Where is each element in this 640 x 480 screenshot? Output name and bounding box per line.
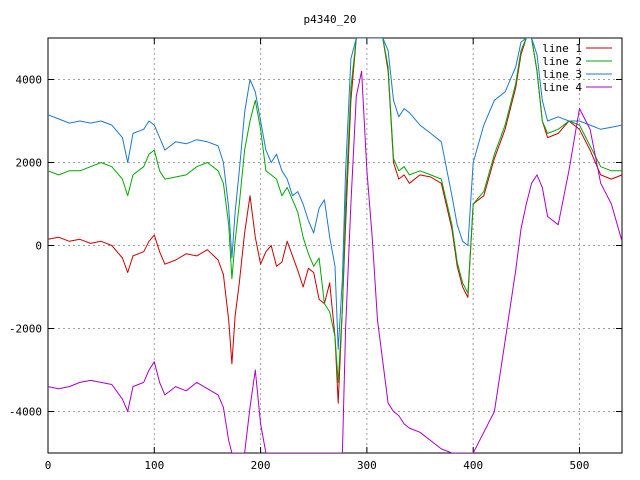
y-tick-label: -4000 bbox=[9, 406, 42, 419]
series-line-4 bbox=[48, 70, 622, 453]
x-tick-label: 100 bbox=[144, 459, 164, 472]
legend-label: line 3 bbox=[542, 68, 582, 81]
legend-label: line 2 bbox=[542, 55, 582, 68]
y-tick-label: 0 bbox=[35, 240, 42, 253]
x-tick-label: 200 bbox=[251, 459, 271, 472]
y-tick-label: -2000 bbox=[9, 323, 42, 336]
series-line-3 bbox=[48, 38, 622, 350]
y-tick-label: 2000 bbox=[16, 157, 43, 170]
x-tick-label: 300 bbox=[357, 459, 377, 472]
series-line-2 bbox=[48, 38, 622, 383]
x-tick-label: 0 bbox=[45, 459, 52, 472]
x-tick-label: 400 bbox=[463, 459, 483, 472]
y-tick-label: 4000 bbox=[16, 74, 43, 87]
x-tick-label: 500 bbox=[570, 459, 590, 472]
chart-title: p4340_20 bbox=[304, 13, 357, 26]
legend-label: line 1 bbox=[542, 42, 582, 55]
series-line-1 bbox=[48, 38, 622, 404]
grid bbox=[48, 38, 622, 453]
legend-label: line 4 bbox=[542, 81, 582, 94]
series-lines bbox=[48, 38, 622, 453]
